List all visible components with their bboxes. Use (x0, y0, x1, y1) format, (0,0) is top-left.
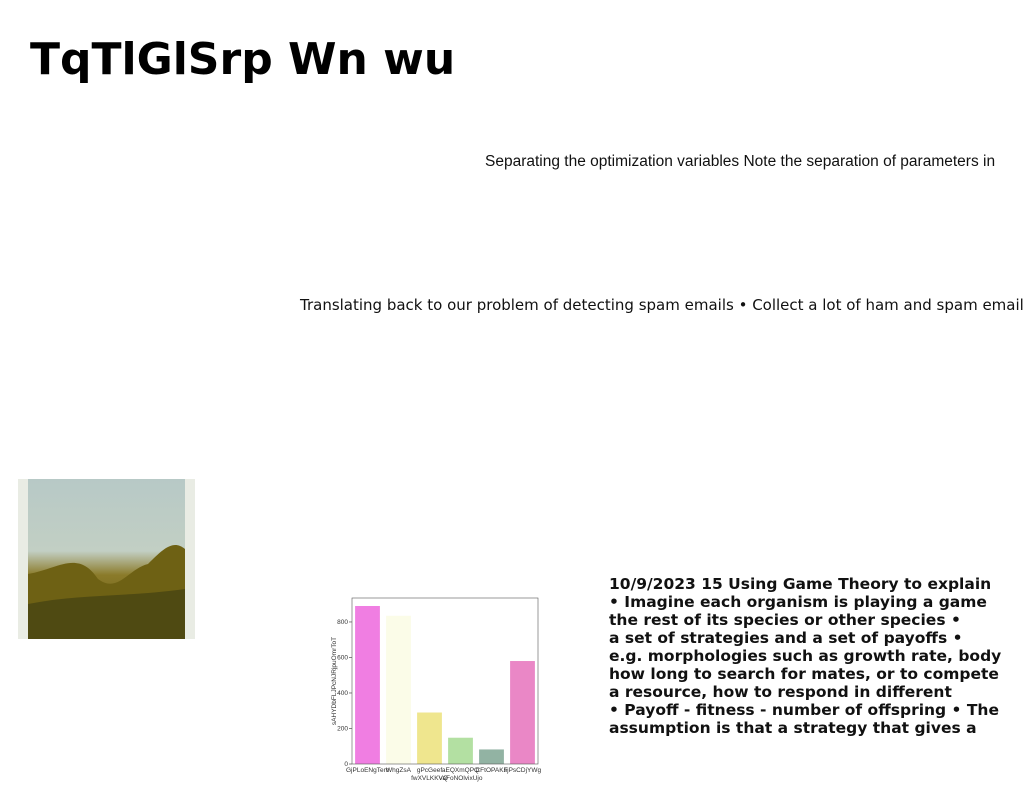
text-line: a set of strategies and a set of payoffs… (609, 629, 963, 647)
text-line: e.g. morphologies such as growth rate, b… (609, 647, 1002, 665)
x-tick-label: sjPsCDjYWg (503, 767, 542, 774)
plot-frame (351, 597, 539, 765)
y-tick-label: 200 (337, 725, 348, 732)
x-tick-label: CFtOPAKF (475, 767, 508, 774)
text-line: assumption is that a strategy that gives… (609, 719, 977, 737)
text-line: the rest of its species or other species… (609, 611, 961, 629)
text-line: a resource, how to respond in different (609, 683, 952, 701)
y-tick-label: 800 (337, 619, 348, 626)
paragraph: Separating the optimization variables No… (485, 153, 996, 170)
y-tick-label: 400 (337, 690, 348, 697)
bar (448, 737, 473, 764)
bar (386, 615, 411, 764)
bar (510, 661, 535, 764)
bar (417, 712, 442, 764)
bar (355, 605, 380, 764)
text-line: • Payoff - fitness - number of offspring… (609, 701, 999, 719)
title: TqTlGlSrp Wn wu (30, 34, 456, 85)
text-line: • Imagine each organism is playing a gam… (609, 593, 987, 611)
x-tick-label: GjPLoENgTem (346, 767, 389, 774)
photo (18, 479, 195, 639)
chart: 0 200 400 600 800 sAHYDbFLJPcNJRjpuOmrToT (331, 597, 539, 768)
bar (479, 749, 504, 764)
text-block: 10/9/2023 15 Using Game Theory to explai… (609, 575, 1001, 737)
y-tick-label: 0 (344, 761, 348, 768)
y-tick-label: 600 (337, 654, 348, 661)
y-axis-label: sAHYDbFLJPcNJRjpuOmrToT (331, 637, 338, 725)
text-line: 10/9/2023 15 Using Game Theory to explai… (609, 575, 992, 593)
x-tick-label: gPcGeef fwXVLKKVQ (411, 767, 448, 782)
text-line: how long to search for mates, or to comp… (609, 665, 999, 683)
paragraph: Translating back to our problem of detec… (300, 296, 1024, 314)
x-tick-label: WhgZsA (386, 767, 411, 774)
x-tick-label: aEQXmQPQ VaFoNOlvixUjo (438, 767, 483, 782)
